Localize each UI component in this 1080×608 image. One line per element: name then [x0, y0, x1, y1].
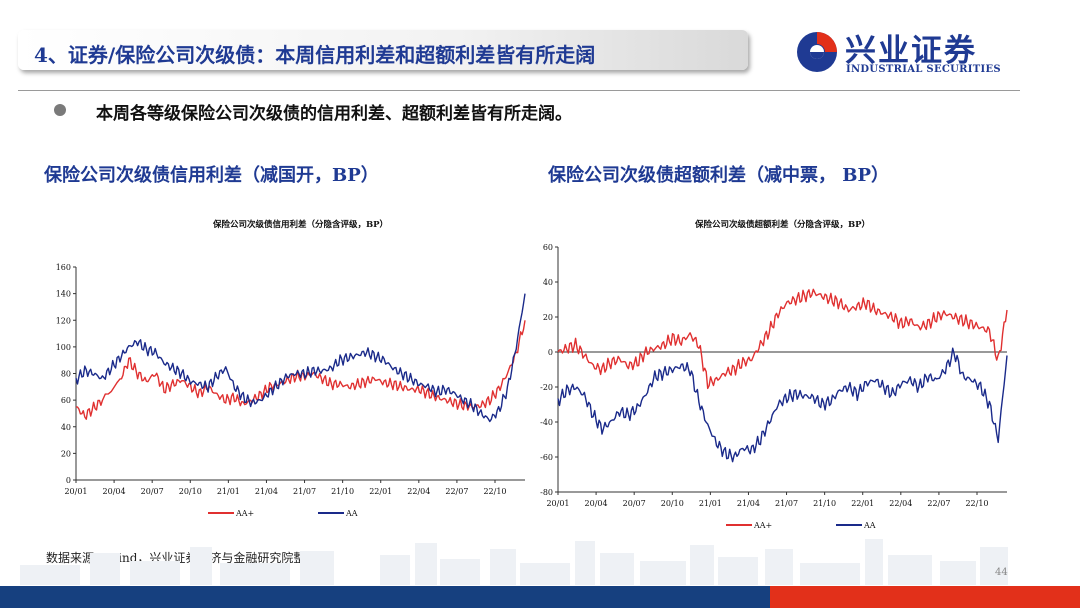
y-tick-label: 20	[61, 449, 71, 458]
x-tick-label: 22/07	[445, 487, 468, 496]
logo-english-name: INDUSTRIAL SECURITIES	[846, 64, 1001, 75]
page-title: 4、证券/保险公司次级债：本周信用利差和超额利差皆有所走阔	[34, 43, 596, 67]
header-divider	[18, 90, 1020, 91]
x-tick-label: 21/10	[331, 487, 354, 496]
x-tick-label: 22/04	[407, 487, 430, 496]
chart-title: 保险公司次级债信用利差（分隐含评级，BP）	[212, 219, 388, 230]
x-tick-label: 20/07	[141, 487, 164, 496]
legend-label: AA+	[753, 521, 772, 530]
credit-spread-chart: 保险公司次级债信用利差（分隐含评级，BP） 0 20 40 60 80 100 120 140 1…	[56, 219, 526, 518]
logo-chinese-name: 兴业证券	[845, 33, 977, 69]
x-tick-label: 20/10	[179, 487, 202, 496]
legend-label: AA	[345, 509, 358, 518]
y-tick-label: 60	[61, 396, 71, 405]
left-chart-subtitle: 保险公司次级债信用利差（减国开，BP）	[44, 165, 379, 186]
series-line-aa-plus	[557, 288, 1008, 390]
footer-bar-blue	[0, 586, 770, 608]
y-tick-label: 60	[543, 243, 553, 252]
x-tick-label: 22/10	[965, 499, 988, 508]
x-tick-label: 21/07	[775, 499, 798, 508]
y-tick-label: 80	[61, 370, 71, 379]
excess-spread-chart: 保险公司次级债超额利差（分隐含评级，BP） -80 -60 -40 -20 0 20 40 60…	[540, 219, 1008, 530]
y-tick-label: 0	[548, 348, 553, 357]
city-skyline-decoration	[20, 539, 1008, 585]
right-chart-subtitle: 保险公司次级债超额利差（减中票， BP）	[548, 165, 890, 186]
y-tick-label: 140	[56, 290, 71, 299]
company-logo	[797, 32, 837, 72]
legend-label: AA+	[235, 509, 254, 518]
title-bar	[18, 30, 748, 70]
x-tick-label: 22/01	[851, 499, 874, 508]
x-tick-label: 20/07	[623, 499, 646, 508]
y-tick-label: 40	[543, 278, 553, 287]
x-tick-label: 21/01	[217, 487, 240, 496]
page-number: 44	[995, 567, 1008, 578]
bullet-summary: 本周各等级保险公司次级债的信用利差、超额利差皆有所走阔。	[96, 104, 572, 124]
x-tick-label: 21/01	[699, 499, 722, 508]
legend-label: AA	[863, 521, 876, 530]
x-tick-label: 22/04	[889, 499, 912, 508]
y-tick-label: -40	[540, 418, 553, 427]
y-tick-label: 120	[56, 316, 71, 325]
y-tick-label: 160	[56, 263, 71, 272]
y-tick-label: -60	[540, 453, 553, 462]
x-tick-label: 20/10	[661, 499, 684, 508]
x-tick-label: 22/10	[483, 487, 506, 496]
x-tick-label: 21/04	[255, 487, 278, 496]
x-tick-label: 21/07	[293, 487, 316, 496]
x-tick-label: 20/01	[546, 499, 569, 508]
series-line-aa	[75, 293, 526, 423]
bullet-icon	[54, 104, 66, 116]
y-tick-label: -80	[540, 488, 553, 497]
x-tick-label: 20/01	[64, 487, 87, 496]
footer-bar-red	[770, 586, 1080, 608]
series-line-aa-plus	[75, 320, 526, 420]
x-tick-label: 20/04	[103, 487, 126, 496]
y-tick-label: 40	[61, 423, 71, 432]
x-tick-label: 21/04	[737, 499, 760, 508]
x-tick-label: 21/10	[813, 499, 836, 508]
y-tick-label: 0	[66, 476, 71, 485]
y-tick-label: 100	[56, 343, 71, 352]
x-tick-label: 20/04	[585, 499, 608, 508]
y-tick-label: 20	[543, 313, 553, 322]
chart-title: 保险公司次级债超额利差（分隐含评级，BP）	[694, 219, 870, 230]
x-tick-label: 22/01	[369, 487, 392, 496]
y-tick-label: -20	[540, 383, 553, 392]
series-line-aa	[557, 347, 1008, 463]
x-tick-label: 22/07	[927, 499, 950, 508]
